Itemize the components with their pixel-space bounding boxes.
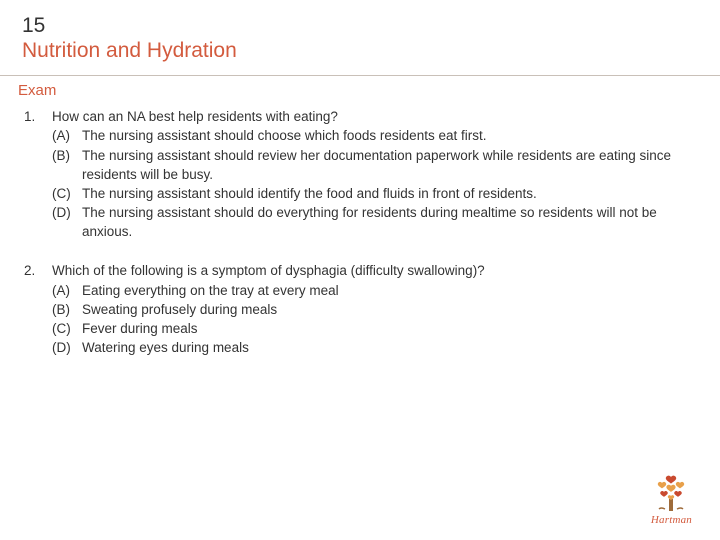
- question-number: 1.: [22, 107, 52, 241]
- option-text: Eating everything on the tray at every m…: [82, 281, 692, 300]
- option-row: (A) The nursing assistant should choose …: [52, 126, 692, 145]
- question-list: 1. How can an NA best help residents wit…: [0, 107, 720, 357]
- option-row: (B) The nursing assistant should review …: [52, 146, 692, 184]
- option-row: (D) Watering eyes during meals: [52, 338, 692, 357]
- question-stem: Which of the following is a symptom of d…: [52, 261, 692, 280]
- option-letter: (D): [52, 338, 82, 357]
- option-row: (C) The nursing assistant should identif…: [52, 184, 692, 203]
- publisher-logo: Hartman: [651, 471, 692, 526]
- option-letter: (A): [52, 281, 82, 300]
- chapter-header: 15 Nutrition and Hydration: [0, 0, 720, 69]
- option-text: The nursing assistant should review her …: [82, 146, 692, 184]
- option-letter: (B): [52, 300, 82, 319]
- option-letter: (B): [52, 146, 82, 184]
- question-body: How can an NA best help residents with e…: [52, 107, 692, 241]
- question-number: 2.: [22, 261, 52, 357]
- option-letter: (C): [52, 319, 82, 338]
- option-text: Sweating profusely during meals: [82, 300, 692, 319]
- option-text: The nursing assistant should do everythi…: [82, 203, 692, 241]
- option-row: (C) Fever during meals: [52, 319, 692, 338]
- option-letter: (D): [52, 203, 82, 241]
- question-stem: How can an NA best help residents with e…: [52, 107, 692, 126]
- option-row: (A) Eating everything on the tray at eve…: [52, 281, 692, 300]
- option-text: Fever during meals: [82, 319, 692, 338]
- tree-icon: [651, 471, 691, 513]
- question-body: Which of the following is a symptom of d…: [52, 261, 692, 357]
- logo-label: Hartman: [651, 514, 692, 526]
- question-item: 1. How can an NA best help residents wit…: [22, 107, 692, 241]
- option-row: (B) Sweating profusely during meals: [52, 300, 692, 319]
- option-text: The nursing assistant should identify th…: [82, 184, 692, 203]
- section-label: Exam: [0, 76, 720, 107]
- option-row: (D) The nursing assistant should do ever…: [52, 203, 692, 241]
- option-letter: (C): [52, 184, 82, 203]
- chapter-number: 15: [22, 14, 698, 38]
- option-text: Watering eyes during meals: [82, 338, 692, 357]
- chapter-title: Nutrition and Hydration: [22, 38, 698, 63]
- question-item: 2. Which of the following is a symptom o…: [22, 261, 692, 357]
- option-letter: (A): [52, 126, 82, 145]
- option-text: The nursing assistant should choose whic…: [82, 126, 692, 145]
